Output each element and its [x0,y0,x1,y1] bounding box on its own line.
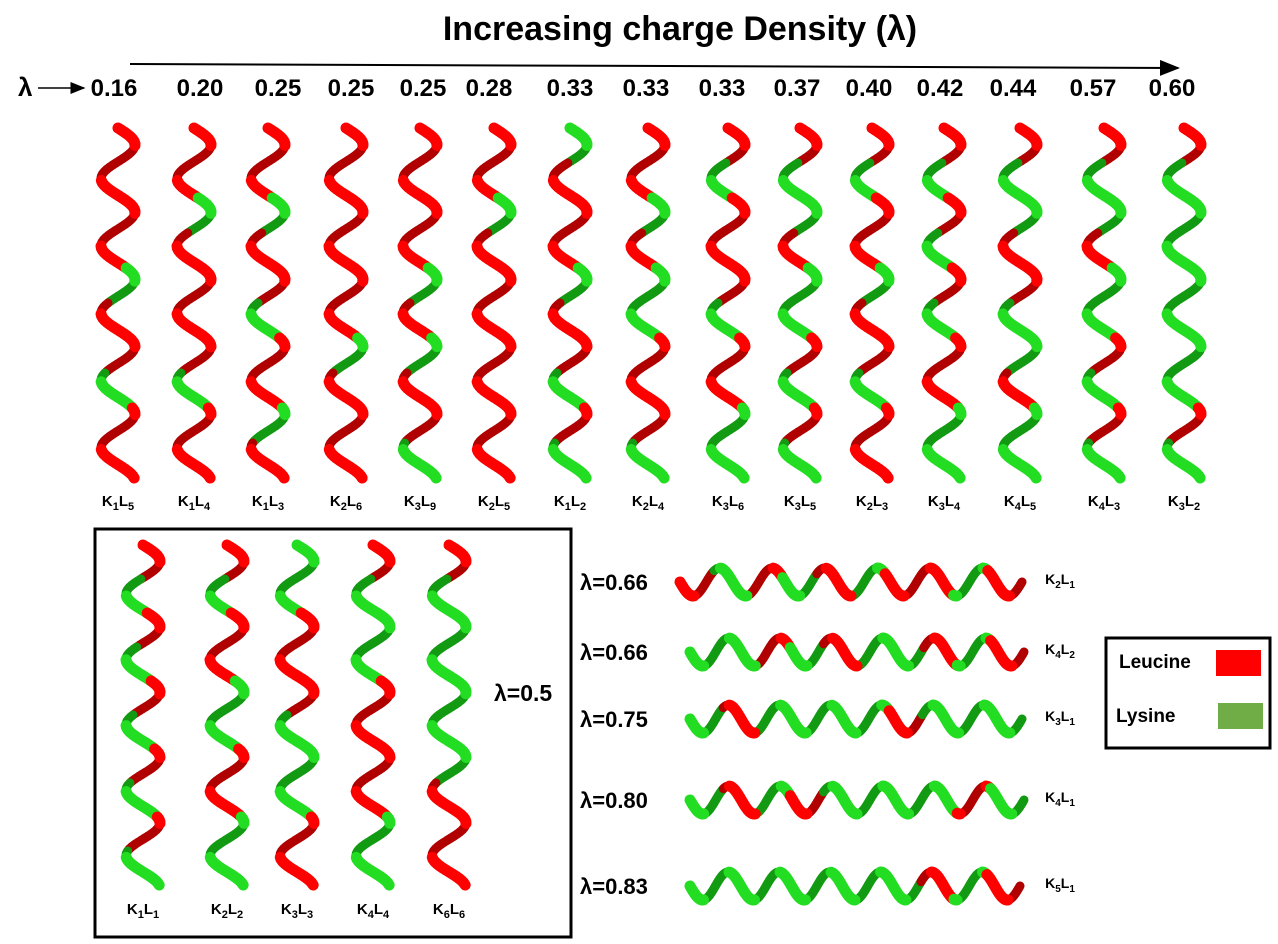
top-name-11: K3L4 [928,493,961,513]
legend-swatch-lysine [1218,703,1263,729]
helix-top-0 [95,122,141,484]
top-name-7: K2L4 [632,493,665,513]
top-lambda-5: 0.28 [466,75,513,102]
helix-top-3 [323,122,369,484]
helix-horizontal-4 [684,866,1025,906]
box-name-1: K2L2 [211,901,243,921]
horizontal-name-2: K3L1 [1045,708,1075,728]
top-lambda-13: 0.57 [1070,75,1117,102]
helix-box-3 [350,539,396,891]
top-lambda-12: 0.44 [990,75,1037,102]
box-name-4: K6L6 [433,901,465,921]
box-peptide-names: K1L1 K2L2 K3L3 K4L4 K6L6 [127,901,465,921]
box-name-0: K1L1 [127,901,159,921]
legend-label-leucine: Leucine [1119,652,1191,673]
top-name-13: K4L3 [1088,493,1120,513]
helix-box-4 [426,539,472,891]
top-lambda-11: 0.42 [917,75,964,102]
helix-horizontal-3 [684,780,1029,820]
top-name-6: K1L2 [554,493,586,513]
horizontal-name-1: K4L2 [1045,641,1075,661]
top-lambda-3: 0.25 [328,75,375,102]
helix-top-6 [547,122,593,484]
top-name-5: K2L5 [478,493,510,513]
horizontal-lambda-3: λ=0.80 [580,788,648,813]
helix-box-0 [120,539,166,891]
top-name-2: K1L3 [252,493,284,513]
legend-label-lysine: Lysine [1116,706,1176,727]
top-lambda-14: 0.60 [1149,75,1196,102]
top-name-9: K3L5 [784,493,816,513]
helix-box-2 [274,539,320,891]
legend-swatch-leucine [1216,650,1261,676]
lambda-symbol: λ [18,72,33,102]
helix-horizontal-2 [684,699,1027,739]
top-lambda-10: 0.40 [846,75,893,102]
box-lambda-label: λ=0.5 [494,680,552,706]
horizontal-name-3: K4L1 [1045,789,1075,809]
top-name-3: K2L6 [330,493,362,513]
top-name-12: K4L5 [1004,493,1036,513]
helix-top-9 [777,122,823,484]
figure-title: Increasing charge Density (λ) [443,10,917,48]
top-lambda-2: 0.25 [255,75,302,102]
helix-top-7 [625,122,671,484]
helix-box-1 [204,539,250,891]
helix-top-10 [849,122,895,484]
top-name-8: K3L6 [712,493,744,513]
top-lambda-1: 0.20 [177,75,224,102]
helix-top-4 [397,122,443,484]
box-name-3: K4L4 [357,901,390,921]
horizontal-helix-list: λ=0.66 K2L1 λ=0.66 K4L2 λ=0.75 K3L1 λ=0.80 K4L1… [580,562,1075,906]
helix-top-13 [1081,122,1127,484]
top-name-1: K1L4 [178,493,211,513]
top-lambda-7: 0.33 [623,75,670,102]
helix-top-1 [171,122,217,484]
horizontal-lambda-4: λ=0.83 [580,874,648,899]
helix-top-12 [997,122,1043,484]
top-name-14: K3L2 [1168,493,1200,513]
top-name-10: K2L3 [856,493,888,513]
top-helix-row [95,122,1207,484]
legend: Leucine Lysine [1104,636,1272,750]
top-lambda-4: 0.25 [400,75,447,102]
horizontal-lambda-2: λ=0.75 [580,707,648,732]
helix-top-14 [1161,122,1207,484]
increasing-arrow [129,59,1180,76]
helix-top-11 [921,122,967,484]
top-lambda-9: 0.37 [774,75,821,102]
top-lambda-0: 0.16 [91,75,138,102]
helix-top-5 [471,122,517,484]
top-lambda-8: 0.33 [699,75,746,102]
helix-top-2 [245,122,291,484]
lambda-half-box [93,527,573,939]
horizontal-lambda-0: λ=0.66 [580,570,648,595]
horizontal-name-0: K2L1 [1045,571,1075,591]
top-lambda-6: 0.33 [547,75,594,102]
top-lambda-values: 0.16 0.20 0.25 0.25 0.25 0.28 0.33 0.33 0.33 0.37… [91,75,1196,102]
box-helix-row [120,539,472,891]
helix-top-8 [705,122,751,484]
horizontal-lambda-1: λ=0.66 [580,640,648,665]
top-peptide-names: K1L5 K1L4 K1L3 K2L6 K3L9 K2L5 K1L2 K2L4 K3L6 K3L5… [102,493,1200,513]
helix-horizontal-0 [674,562,1027,602]
top-name-0: K1L5 [102,493,134,513]
top-name-4: K3L9 [404,493,436,513]
box-name-2: K3L3 [281,901,313,921]
horizontal-name-4: K5L1 [1045,875,1075,895]
helix-horizontal-1 [684,632,1029,672]
